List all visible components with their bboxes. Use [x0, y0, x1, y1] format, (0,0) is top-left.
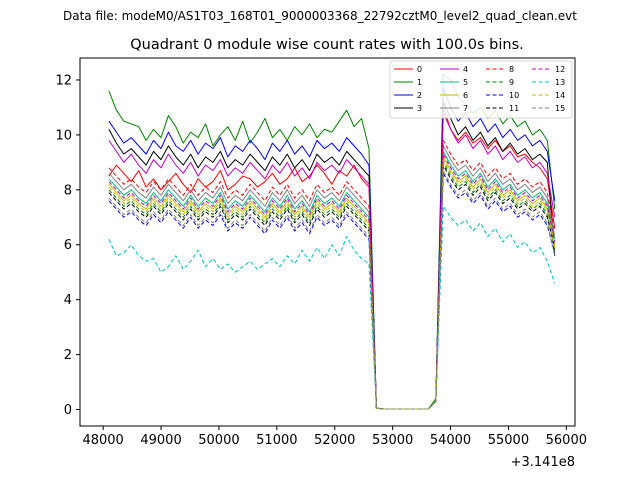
y-tick-label: 12	[55, 73, 72, 88]
legend-label-4: 4	[463, 65, 468, 74]
series-line-2	[108, 87, 556, 410]
legend-label-10: 10	[509, 91, 519, 100]
y-tick-label: 0	[64, 403, 72, 418]
legend-label-9: 9	[509, 78, 514, 87]
x-tick-label: 52000	[314, 433, 355, 448]
legend-label-0: 0	[417, 65, 422, 74]
legend-label-2: 2	[417, 91, 422, 100]
x-tick-label: 56000	[546, 433, 587, 448]
y-tick-label: 4	[64, 293, 72, 308]
axes-frame	[79, 57, 576, 427]
x-tick-label: 48000	[82, 433, 123, 448]
x-tick-label: 55000	[488, 433, 529, 448]
series-line-5	[108, 150, 556, 410]
series-line-9	[108, 161, 556, 410]
x-tick-label: 49000	[140, 433, 181, 448]
legend-label-3: 3	[417, 104, 422, 113]
x-axis: 48000 49000 50000 51000 52000 53000 54000 55000…	[82, 426, 587, 448]
series-line-6	[108, 156, 556, 410]
x-offset-label: +3.141e8	[511, 455, 575, 470]
data-file-label: Data file: modeM0/AS1T03_168T01_90000033…	[63, 9, 577, 23]
y-tick-label: 10	[55, 128, 72, 143]
legend-label-11: 11	[509, 104, 519, 113]
x-tick-label: 51000	[256, 433, 297, 448]
plot-area	[108, 73, 556, 410]
legend-label-15: 15	[555, 104, 565, 113]
legend-label-7: 7	[463, 104, 468, 113]
x-tick-label: 54000	[430, 433, 471, 448]
series-line-3	[108, 101, 556, 410]
legend-label-6: 6	[463, 91, 468, 100]
chart-title: Quadrant 0 module wise count rates with …	[130, 37, 524, 53]
series-line-14	[108, 159, 556, 410]
legend-label-1: 1	[417, 78, 422, 87]
x-tick-label: 53000	[372, 433, 413, 448]
x-tick-label: 50000	[198, 433, 239, 448]
series-line-0	[108, 106, 556, 410]
series-line-13	[108, 205, 556, 410]
legend-label-12: 12	[555, 65, 565, 74]
series-line-8	[108, 139, 556, 410]
legend-box	[389, 60, 573, 119]
series-line-4	[108, 112, 556, 410]
y-tick-label: 8	[64, 183, 72, 198]
legend-label-8: 8	[509, 65, 514, 74]
series-line-11	[108, 164, 556, 410]
series-line-12	[108, 153, 556, 410]
series-line-10	[108, 172, 556, 410]
legend-label-13: 13	[555, 78, 565, 87]
series-line-15	[108, 170, 556, 410]
y-tick-label: 6	[64, 238, 72, 253]
y-tick-label: 2	[64, 348, 72, 363]
legend-label-5: 5	[463, 78, 468, 87]
y-axis: 0 2 4 6 8 10 12	[55, 73, 80, 418]
legend-label-14: 14	[555, 91, 565, 100]
series-line-7	[108, 145, 556, 410]
